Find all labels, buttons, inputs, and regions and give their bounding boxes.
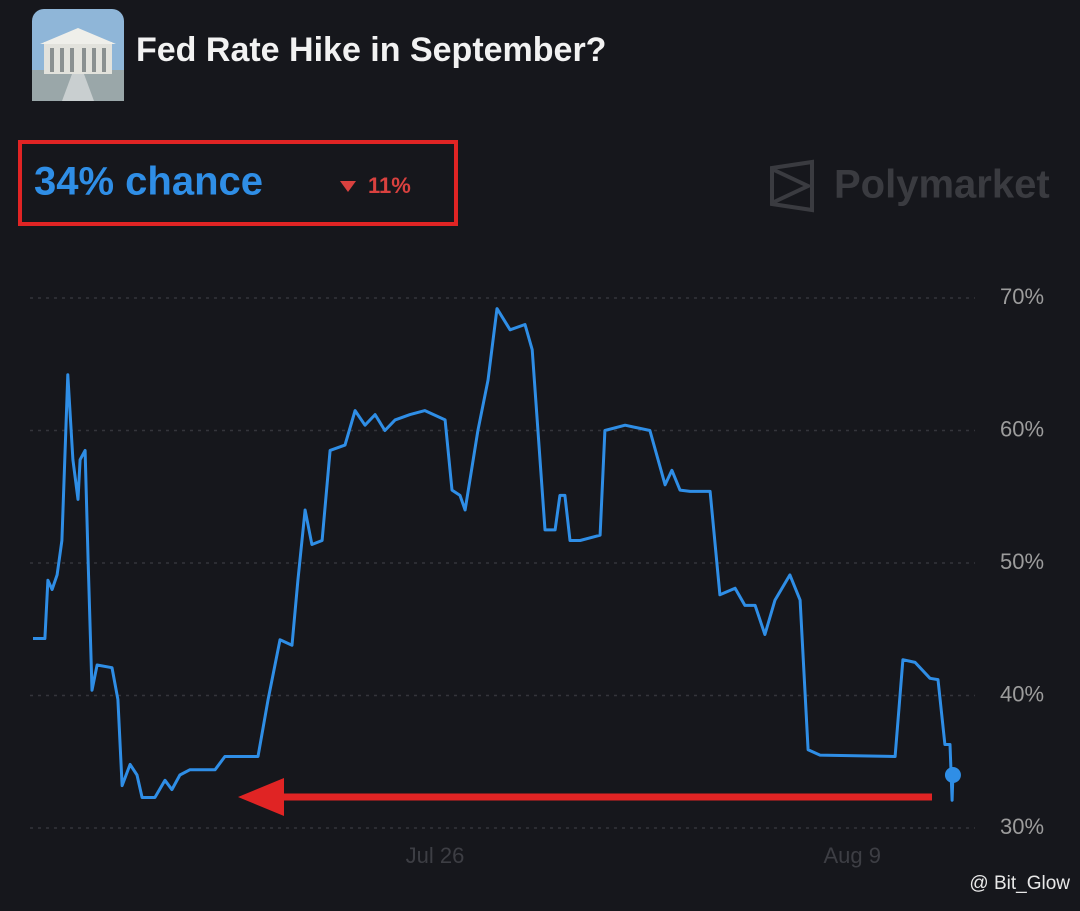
highlight-box (18, 140, 458, 226)
brand-logo (770, 159, 814, 213)
plot-area: 30% 40% 50% 60% 70% Jul 26 Aug 9 (30, 284, 1044, 868)
watermark: @ Bit_Glow (969, 873, 1070, 894)
y-tick-label: 50% (1000, 549, 1044, 574)
y-tick-label: 70% (1000, 284, 1044, 309)
market-icon (32, 9, 124, 101)
x-tick-label: Jul 26 (406, 843, 465, 868)
annotation-arrow (238, 778, 932, 816)
y-tick-label: 60% (1000, 416, 1044, 441)
price-line (33, 307, 955, 802)
brand-name: Polymarket (834, 163, 1050, 207)
end-point (944, 767, 961, 783)
y-tick-label: 30% (1000, 814, 1044, 839)
change-label: 11% (368, 173, 411, 198)
current-probability: 34% chance (34, 160, 263, 204)
chart-title: Fed Rate Hike in September? (136, 31, 606, 69)
y-tick-label: 40% (1000, 681, 1044, 706)
down-triangle (340, 181, 356, 192)
x-tick-label: Aug 9 (823, 843, 881, 868)
